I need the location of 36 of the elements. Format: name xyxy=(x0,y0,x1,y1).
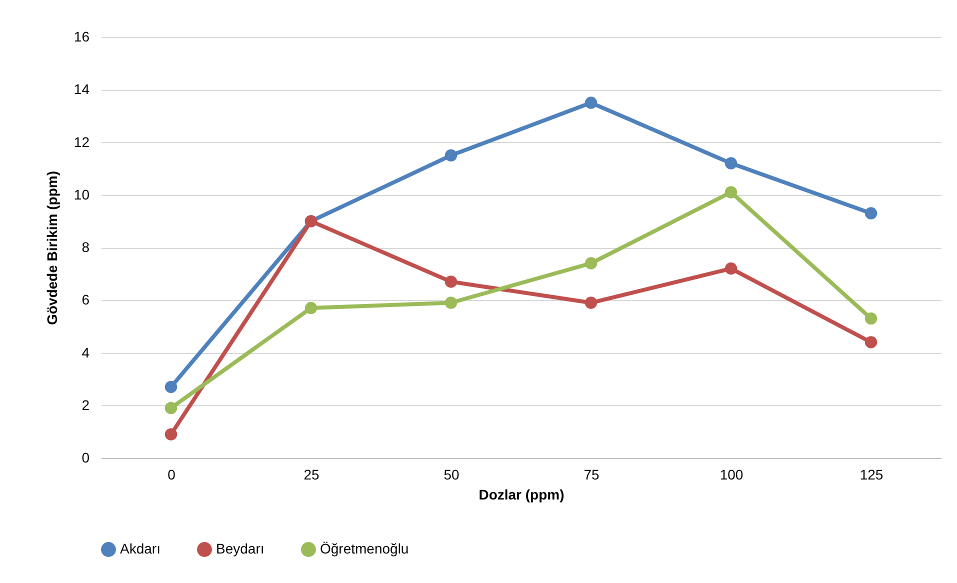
point xyxy=(864,336,878,348)
x-tick-label: 75 xyxy=(584,466,600,482)
x-tick-label: 25 xyxy=(304,466,320,482)
x-tick-label: 0 xyxy=(168,466,176,482)
y-tick-label: 10 xyxy=(74,186,90,202)
point xyxy=(304,302,318,314)
point xyxy=(444,276,458,288)
point xyxy=(864,312,878,325)
y-tick-label: 0 xyxy=(82,450,90,466)
x-axis-title: Dozlar (ppm) xyxy=(478,486,564,502)
legend-label: Öğretmenoğlu xyxy=(320,540,409,557)
x-tick-label: 50 xyxy=(444,466,460,482)
x-tick-label: 100 xyxy=(720,466,744,482)
y-tick-label: 8 xyxy=(82,239,90,255)
point xyxy=(724,157,738,170)
y-tick-label: 4 xyxy=(82,344,90,360)
x-tick-label: 125 xyxy=(860,466,884,482)
point xyxy=(864,207,878,220)
point xyxy=(164,402,178,414)
point xyxy=(164,428,178,440)
point xyxy=(584,257,598,270)
y-axis-title: Gövdede Birikim (ppm) xyxy=(44,170,60,326)
y-tick-label: 6 xyxy=(82,292,90,308)
point xyxy=(584,296,598,309)
y-tick-label: 16 xyxy=(74,28,90,44)
y-tick-label: 2 xyxy=(82,396,90,413)
point xyxy=(584,96,598,109)
point xyxy=(724,186,738,198)
legend-label: Akdarı xyxy=(120,540,160,557)
point xyxy=(724,262,738,275)
point xyxy=(444,296,458,309)
legend-label: Beydarı xyxy=(216,540,264,557)
y-tick-label: 12 xyxy=(74,134,90,150)
point xyxy=(444,149,458,162)
point xyxy=(164,380,178,394)
y-tick-label: 14 xyxy=(74,81,90,98)
